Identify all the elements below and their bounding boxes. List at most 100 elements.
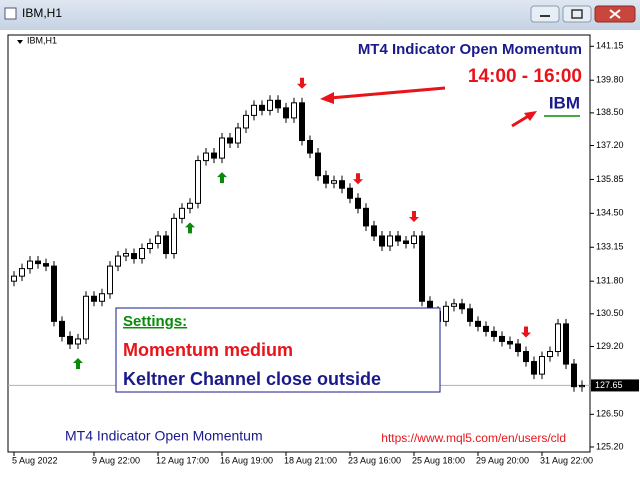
settings-box — [115, 307, 441, 393]
candle-body — [83, 295, 89, 340]
candle-body — [523, 351, 529, 363]
time-range: 14:00 - 16:00 — [468, 66, 582, 87]
window-buttons[interactable] — [530, 5, 636, 23]
candle-body — [579, 384, 585, 388]
sell-arrow — [297, 77, 307, 89]
buy-arrow — [217, 172, 227, 184]
candle-body — [107, 265, 113, 295]
candle-body — [91, 295, 97, 302]
candle-body — [283, 107, 289, 119]
candle-body — [259, 104, 265, 111]
window-icon — [4, 7, 17, 20]
plot: 141.15 139.80 138.50 137.20 135.85 134.50 133.… — [8, 41, 639, 465]
candle-body — [515, 343, 521, 353]
y-tick-label: 130.50 — [596, 308, 624, 318]
candle-body — [451, 303, 457, 307]
candle-body — [139, 248, 145, 260]
candle-body — [563, 323, 569, 365]
setting: Momentum medium — [123, 340, 293, 360]
footer-title: MT4 Indicator Open Momentum — [65, 428, 263, 444]
symbol-label: IBM — [549, 93, 580, 112]
plot-frame — [7, 34, 591, 453]
candle-body — [171, 217, 177, 255]
x-tick-label: 5 Aug 2022 — [12, 455, 58, 465]
arrow-head — [320, 92, 334, 104]
indicator-title: MT4 Indicator Open Momentum — [358, 41, 582, 58]
candle-body — [363, 207, 369, 227]
chart-label: IBM,H1 — [27, 35, 57, 45]
candle-body — [483, 325, 489, 332]
y-tick-label: 129.20 — [596, 341, 624, 351]
x-tick-label: 25 Aug 18:00 — [412, 455, 465, 465]
buy-arrow — [185, 222, 195, 234]
candle-body — [307, 140, 313, 154]
x-tick-label: 29 Aug 20:00 — [476, 455, 529, 465]
arrow — [329, 86, 446, 100]
candle-body — [499, 335, 505, 342]
candle-body — [339, 180, 345, 189]
x-tick-label: 16 Aug 19:00 — [220, 455, 273, 465]
candle-body — [475, 320, 481, 327]
candle-body — [403, 240, 409, 244]
candle-body — [315, 152, 321, 177]
candle-body — [75, 338, 81, 345]
settings-heading: Settings: — [123, 313, 187, 330]
current-price-tag — [591, 379, 639, 392]
candle-body — [59, 320, 65, 337]
y-tick-label: 135.85 — [596, 174, 624, 184]
candle-body — [179, 207, 185, 219]
candle-body — [395, 235, 401, 242]
candle-body — [67, 335, 73, 345]
x-tick-label: 12 Aug 17:00 — [156, 455, 209, 465]
candle-body — [419, 235, 425, 302]
y-tick-label: 131.80 — [596, 276, 624, 286]
candle-body — [43, 263, 49, 267]
candle-body — [555, 323, 561, 353]
candle-body — [211, 152, 217, 159]
candle-body — [155, 235, 161, 244]
candle-body — [19, 268, 25, 277]
y-tick-label: 126.50 — [596, 409, 624, 419]
candle-body — [163, 235, 169, 255]
candle-body — [467, 308, 473, 322]
candle-body — [11, 275, 17, 282]
candle-body — [235, 127, 241, 144]
candle-body — [147, 243, 153, 250]
maximize-button[interactable] — [562, 5, 592, 23]
current-price-label: 127.65 — [595, 380, 623, 390]
candle-body — [131, 253, 137, 260]
minimize-button[interactable] — [530, 5, 560, 23]
candle-body — [195, 160, 201, 204]
candle-body — [411, 235, 417, 244]
candle-body — [251, 104, 257, 116]
candle-body — [275, 99, 281, 109]
candle-body — [51, 265, 57, 322]
y-tick-label: 134.50 — [596, 208, 624, 218]
candle-body — [219, 137, 225, 159]
x-tick-label: 18 Aug 21:00 — [284, 455, 337, 465]
candle-body — [379, 235, 385, 247]
sell-arrow — [521, 326, 531, 338]
candle-body — [323, 175, 329, 184]
candle-body — [35, 260, 41, 265]
candle-body — [331, 180, 337, 184]
candle-body — [203, 152, 209, 162]
buy-arrow — [73, 358, 83, 370]
candle-body — [115, 255, 121, 267]
y-tick-label: 139.80 — [596, 75, 624, 85]
sell-arrow — [409, 210, 419, 222]
arrow-head — [524, 111, 537, 121]
url: https://www.mql5.com/en/users/cld — [381, 431, 566, 445]
chart-background — [0, 30, 640, 480]
candle-body — [291, 102, 297, 119]
candle-body — [123, 253, 129, 257]
candle-body — [347, 187, 353, 199]
candle-body — [387, 235, 393, 247]
x-tick-label: 31 Aug 22:00 — [540, 455, 593, 465]
candle-body — [299, 102, 305, 142]
candle-body — [267, 99, 273, 111]
candle-body — [27, 260, 33, 270]
candle-body — [491, 330, 497, 337]
candle-body — [243, 114, 249, 129]
